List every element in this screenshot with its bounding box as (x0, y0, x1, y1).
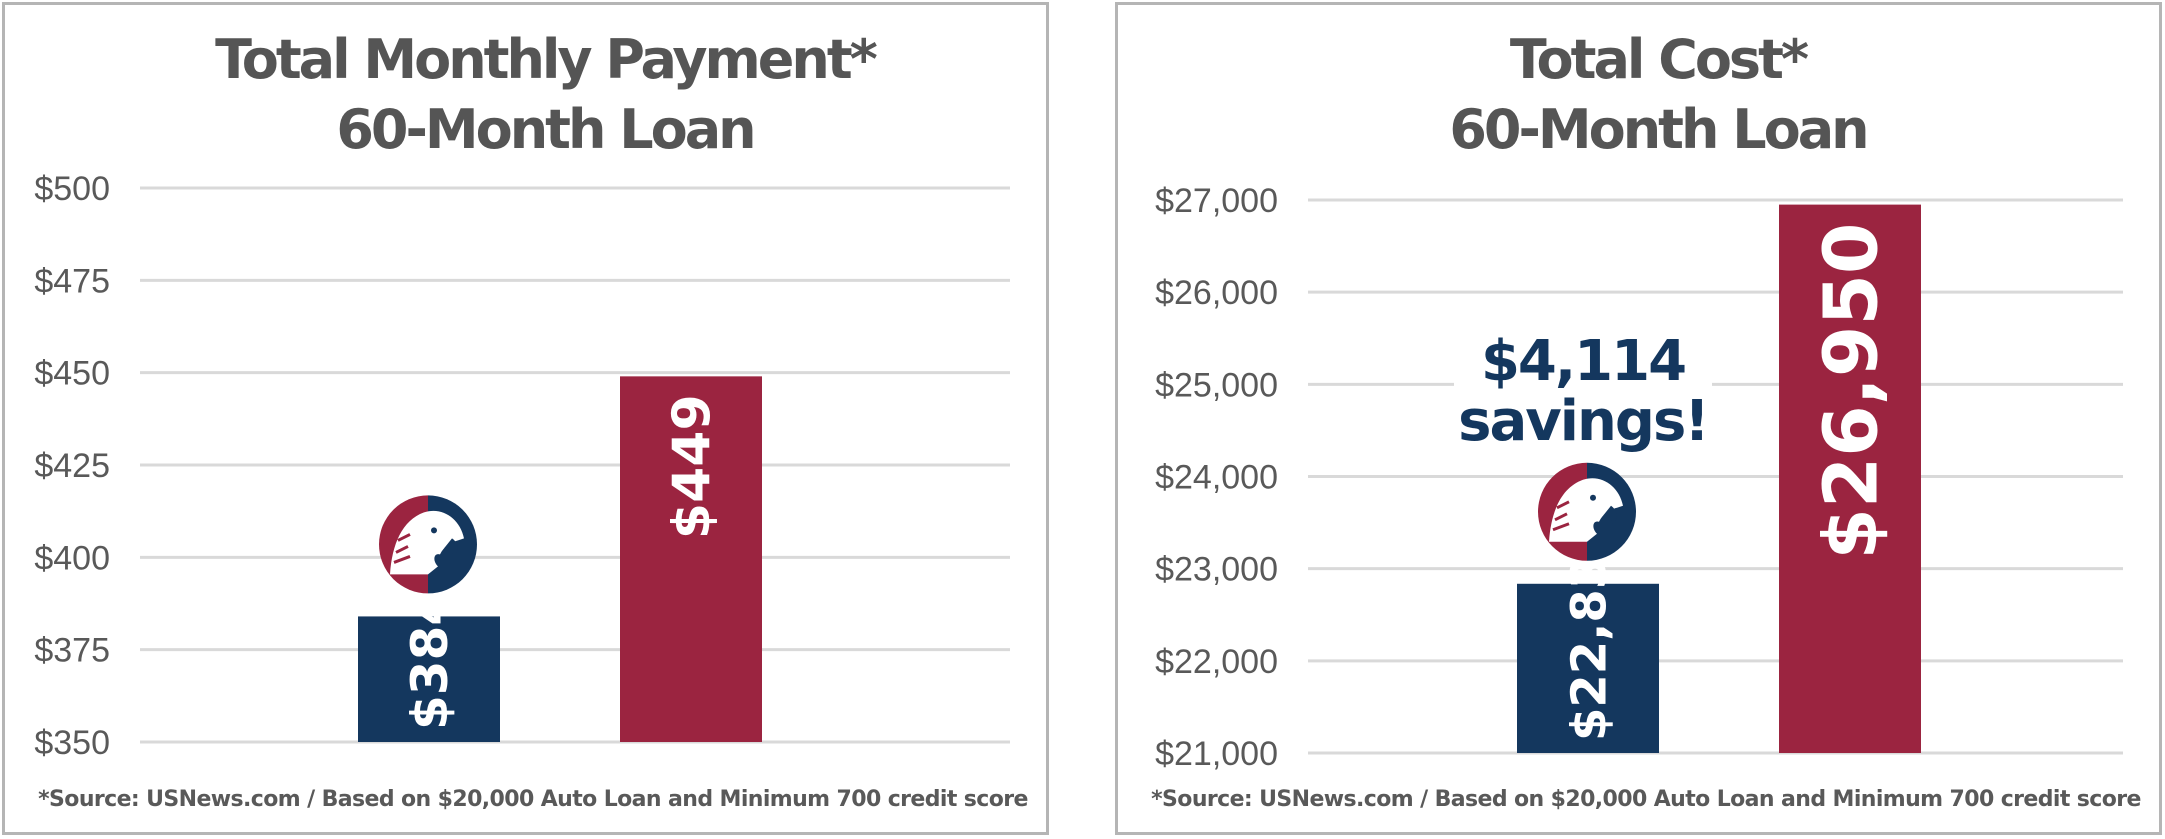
bar-value-label: $384 (401, 591, 459, 730)
bar-value-label: $449 (663, 394, 723, 539)
y-tick-label: $24,000 (1155, 459, 1278, 497)
y-tick-label: $500 (34, 170, 110, 208)
chart-title: Total Cost* (1510, 28, 1809, 91)
bar-value-label: $26,950 (1809, 223, 1895, 560)
bar (1779, 204, 1921, 753)
chart-subtitle: 60-Month Loan (336, 98, 753, 161)
total-cost-chart: Total Cost* 60-Month Loan $21,000 $22,000… (1151, 28, 2141, 812)
eagle-logo-icon (379, 495, 477, 594)
y-tick-label: $475 (34, 262, 110, 300)
bar (1517, 583, 1659, 753)
monthly-payment-chart: Total Monthly Payment* 60-Month Loan $35… (34, 28, 1028, 812)
bar (620, 376, 762, 742)
chart-title: Total Monthly Payment* (215, 28, 878, 91)
savings-callout-box (1454, 311, 1712, 459)
chart-footnote: *Source: USNews.com / Based on $20,000 A… (1151, 787, 2141, 812)
y-tick-label: $21,000 (1155, 735, 1278, 773)
y-tick-label: $450 (34, 355, 110, 393)
eagle-logo-icon (1538, 462, 1636, 561)
savings-label: savings! (1458, 389, 1708, 454)
savings-amount: $4,114 (1481, 329, 1685, 394)
y-tick-label: $27,000 (1155, 182, 1278, 220)
monthly-payment-chart-panel: Total Monthly Payment* 60-Month Loan $35… (2, 2, 1049, 835)
y-tick-label: $26,000 (1155, 274, 1278, 312)
chart-footnote: *Source: USNews.com / Based on $20,000 A… (38, 787, 1028, 812)
chart-subtitle: 60-Month Loan (1449, 98, 1866, 161)
total-cost-chart-panel: Total Cost* 60-Month Loan $21,000 $22,000… (1115, 2, 2162, 835)
y-tick-label: $23,000 (1155, 551, 1278, 589)
y-tick-label: $425 (34, 447, 110, 485)
y-tick-label: $25,000 (1155, 366, 1278, 404)
bar (358, 616, 500, 742)
y-tick-label: $22,000 (1155, 643, 1278, 681)
y-tick-label: $375 (34, 632, 110, 670)
y-tick-label: $400 (34, 539, 110, 577)
y-tick-label: $350 (34, 724, 110, 762)
